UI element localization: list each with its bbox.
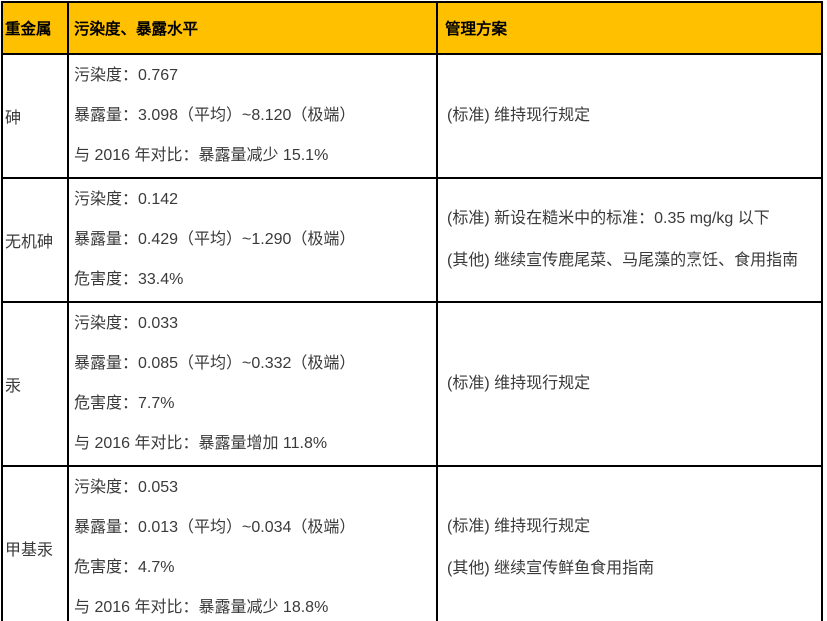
table-row-methylmercury: 甲基汞 污染度：0.053 暴露量：0.013（平均）~0.034（极端） 危害… xyxy=(1,465,823,621)
plan-line: (标准) 维持现行规定 xyxy=(447,107,591,124)
plan-line: (标准) 新设在糙米中的标准：0.35 mg/kg 以下 xyxy=(447,210,770,227)
table-row-mercury: 汞 污染度：0.033 暴露量：0.085（平均）~0.332（极端） 危害度：… xyxy=(1,301,823,467)
table-row-arsenic: 砷 污染度：0.767 暴露量：3.098（平均）~8.120（极端） 与 20… xyxy=(1,53,823,179)
metal-name-cell: 汞 xyxy=(1,301,69,467)
level-line: 污染度：0.053 xyxy=(74,479,179,496)
level-line: 暴露量：3.098（平均）~8.120（极端） xyxy=(74,107,356,124)
metal-name-cell: 无机砷 xyxy=(1,177,69,303)
level-line: 暴露量：0.013（平均）~0.034（极端） xyxy=(74,519,356,536)
column-header-levels: 污染度、暴露水平 xyxy=(67,1,438,55)
level-line: 与 2016 年对比：暴露量减少 15.1% xyxy=(74,147,329,164)
column-header-plan: 管理方案 xyxy=(436,1,823,55)
metal-name-cell: 甲基汞 xyxy=(1,465,69,621)
plan-cell: (标准) 维持现行规定 (其他) 继续宣传鲜鱼食用指南 xyxy=(436,465,823,621)
plan-line: (其他) 继续宣传鹿尾菜、马尾藻的烹饪、食用指南 xyxy=(447,252,799,269)
level-line: 与 2016 年对比：暴露量减少 18.8% xyxy=(74,599,329,616)
level-line: 危害度：33.4% xyxy=(74,271,184,288)
level-line: 污染度：0.142 xyxy=(74,191,179,208)
levels-cell: 污染度：0.142 暴露量：0.429（平均）~1.290（极端） 危害度：33… xyxy=(67,177,438,303)
level-line: 污染度：0.767 xyxy=(74,67,179,84)
plan-line: (标准) 维持现行规定 xyxy=(447,375,591,392)
table-header-row: 重金属 污染度、暴露水平 管理方案 xyxy=(1,1,823,55)
table-row-inorganic-arsenic: 无机砷 污染度：0.142 暴露量：0.429（平均）~1.290（极端） 危害… xyxy=(1,177,823,303)
column-header-metal: 重金属 xyxy=(1,1,69,55)
metal-name-cell: 砷 xyxy=(1,53,69,179)
plan-cell: (标准) 维持现行规定 xyxy=(436,301,823,467)
level-line: 暴露量：0.429（平均）~1.290（极端） xyxy=(74,231,356,248)
level-line: 危害度：7.7% xyxy=(74,395,175,412)
levels-cell: 污染度：0.053 暴露量：0.013（平均）~0.034（极端） 危害度：4.… xyxy=(67,465,438,621)
plan-line: (标准) 维持现行规定 xyxy=(447,518,591,535)
level-line: 污染度：0.033 xyxy=(74,315,179,332)
level-line: 与 2016 年对比：暴露量增加 11.8% xyxy=(74,435,328,452)
plan-cell: (标准) 维持现行规定 xyxy=(436,53,823,179)
levels-cell: 污染度：0.033 暴露量：0.085（平均）~0.332（极端） 危害度：7.… xyxy=(67,301,438,467)
level-line: 暴露量：0.085（平均）~0.332（极端） xyxy=(74,355,356,372)
level-line: 危害度：4.7% xyxy=(74,559,175,576)
plan-cell: (标准) 新设在糙米中的标准：0.35 mg/kg 以下 (其他) 继续宣传鹿尾… xyxy=(436,177,823,303)
plan-line: (其他) 继续宣传鲜鱼食用指南 xyxy=(447,560,655,577)
levels-cell: 污染度：0.767 暴露量：3.098（平均）~8.120（极端） 与 2016… xyxy=(67,53,438,179)
